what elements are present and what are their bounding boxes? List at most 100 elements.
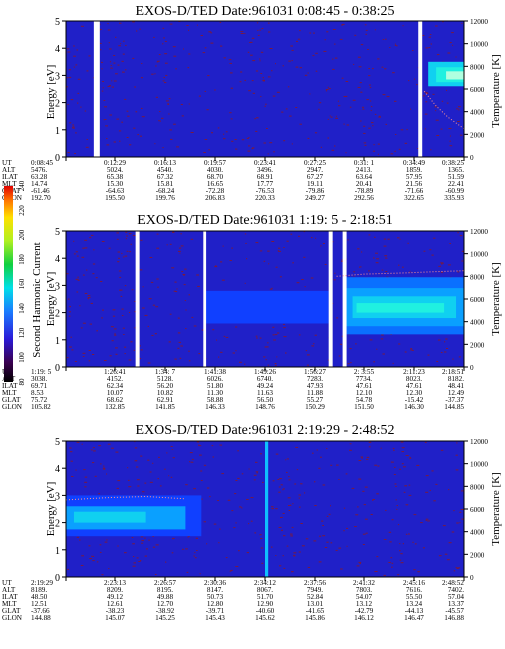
ephemeris-cell: 54.78 <box>356 396 373 404</box>
noise-speck <box>428 47 431 48</box>
noise-speck <box>313 343 315 345</box>
noise-speck <box>119 289 122 291</box>
ephemeris-cell: 55.27 <box>307 396 324 404</box>
noise-speck <box>225 131 228 133</box>
noise-speck <box>76 441 80 443</box>
noise-speck <box>80 106 82 108</box>
noise-speck <box>372 499 375 500</box>
noise-speck <box>392 362 394 364</box>
panel-2-ytick-label: 1 <box>55 336 60 347</box>
panel-2: EXOS-D/TED Date:961031 1:19: 5 - 2:18:51… <box>2 213 502 411</box>
noise-speck <box>293 555 296 557</box>
noise-speck <box>219 528 221 530</box>
noise-speck <box>231 510 234 512</box>
noise-speck <box>336 464 339 466</box>
noise-speck <box>244 282 246 284</box>
noise-speck <box>259 337 262 339</box>
noise-speck <box>116 487 119 489</box>
noise-speck <box>291 571 294 573</box>
noise-speck <box>125 231 128 233</box>
noise-speck <box>74 153 76 154</box>
noise-speck <box>84 476 88 478</box>
noise-speck <box>459 134 463 136</box>
noise-speck <box>194 557 197 559</box>
ephemeris-cell: 49.24 <box>257 382 274 390</box>
ephemeris-cell: 206.83 <box>205 194 225 202</box>
noise-speck <box>255 130 258 132</box>
colorbar-tick-label: 240 <box>18 180 26 191</box>
noise-speck <box>93 450 96 452</box>
noise-speck <box>353 275 355 277</box>
noise-speck <box>449 42 452 43</box>
noise-speck <box>169 129 172 131</box>
noise-speck <box>298 506 301 508</box>
noise-speck <box>91 449 93 451</box>
noise-speck <box>75 278 79 280</box>
ephemeris-cell: 68.91 <box>257 173 274 181</box>
noise-speck <box>202 52 206 54</box>
noise-speck <box>120 295 123 297</box>
ephemeris-cell: 19.11 <box>307 180 323 188</box>
noise-speck <box>391 519 394 521</box>
noise-speck <box>66 86 68 88</box>
noise-speck <box>429 34 432 35</box>
noise-speck <box>155 306 159 308</box>
noise-speck <box>235 480 238 481</box>
noise-speck <box>364 518 368 520</box>
noise-speck <box>369 339 373 341</box>
noise-speck <box>461 250 464 252</box>
noise-speck <box>267 153 269 155</box>
panel-1-ytick-label: 3 <box>55 71 60 82</box>
noise-speck <box>278 486 281 488</box>
noise-speck <box>228 59 232 61</box>
noise-speck <box>412 50 414 51</box>
noise-speck <box>123 40 125 42</box>
ephemeris-cell: 12.51 <box>31 600 48 608</box>
noise-speck <box>139 135 142 137</box>
noise-speck <box>121 308 124 310</box>
noise-speck <box>133 349 135 351</box>
ephemeris-cell: 48.50 <box>31 593 48 601</box>
noise-speck <box>133 562 136 564</box>
noise-speck <box>341 24 344 26</box>
noise-speck <box>155 96 158 98</box>
panel-3-y2tick-label: 10000 <box>470 461 488 469</box>
noise-speck <box>368 127 371 129</box>
ephemeris-cell: 14.74 <box>31 180 48 188</box>
noise-speck <box>218 356 220 358</box>
panel-1-intensity-block-2 <box>446 71 464 80</box>
noise-speck <box>190 238 194 240</box>
noise-speck <box>324 39 326 41</box>
noise-speck <box>129 312 131 313</box>
noise-speck <box>312 452 314 454</box>
noise-speck <box>132 21 135 23</box>
noise-speck <box>441 263 443 265</box>
noise-speck <box>368 75 371 77</box>
panel-3-ytick-label: 2 <box>55 519 60 530</box>
noise-speck <box>330 116 333 118</box>
noise-speck <box>394 44 397 46</box>
noise-speck <box>233 527 236 529</box>
noise-speck <box>144 314 148 316</box>
noise-speck <box>299 123 302 125</box>
noise-speck <box>164 40 167 42</box>
ephemeris-cell: 2413. <box>356 166 372 174</box>
noise-speck <box>140 239 143 241</box>
noise-speck <box>338 479 340 480</box>
noise-speck <box>255 335 258 337</box>
noise-speck <box>204 90 206 92</box>
noise-speck <box>140 77 143 79</box>
ephemeris-cell: 0:27:25 <box>304 159 326 167</box>
noise-speck <box>136 479 140 481</box>
noise-speck <box>244 79 246 81</box>
noise-speck <box>212 456 215 458</box>
noise-speck <box>274 363 277 364</box>
noise-speck <box>376 493 379 495</box>
noise-speck <box>375 571 378 572</box>
noise-speck <box>319 535 322 537</box>
noise-speck <box>149 481 153 483</box>
noise-speck <box>292 262 294 264</box>
noise-speck <box>124 285 127 287</box>
noise-speck <box>229 260 232 261</box>
noise-speck <box>203 521 206 523</box>
